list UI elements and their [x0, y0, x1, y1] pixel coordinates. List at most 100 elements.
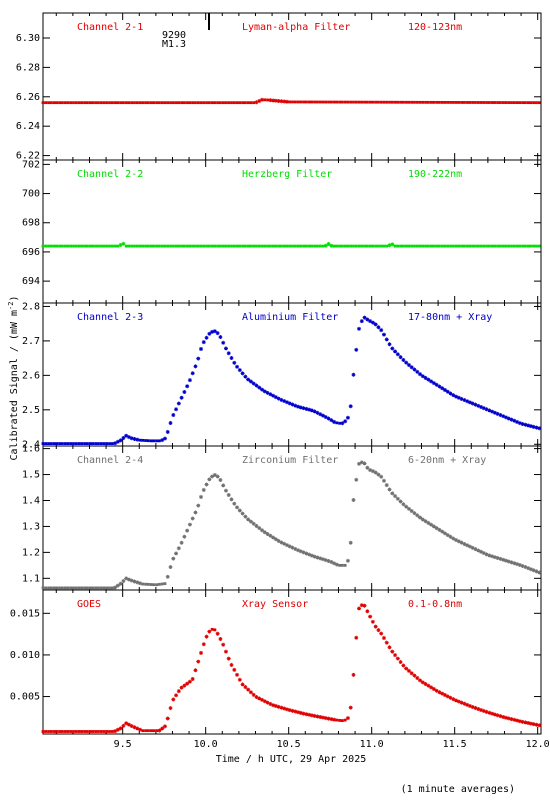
data-point	[169, 244, 172, 248]
data-point	[432, 100, 436, 104]
data-point	[459, 700, 464, 705]
data-point	[97, 442, 100, 445]
data-point	[83, 442, 86, 445]
data-point	[285, 244, 289, 248]
data-point	[257, 99, 262, 104]
data-point	[280, 244, 283, 248]
data-point	[240, 682, 245, 687]
data-point	[357, 100, 361, 104]
data-point	[531, 722, 536, 727]
data-point	[451, 697, 456, 702]
data-point	[179, 685, 184, 690]
data-point	[379, 631, 384, 636]
data-point	[63, 442, 67, 445]
data-point	[537, 570, 542, 575]
data-point	[412, 367, 417, 372]
data-point	[266, 98, 269, 102]
data-point	[357, 461, 362, 466]
data-point	[55, 586, 59, 590]
data-point	[102, 586, 106, 590]
data-point	[155, 244, 159, 248]
data-point	[351, 672, 356, 677]
data-point	[398, 499, 403, 504]
data-point	[393, 653, 398, 658]
data-point	[113, 441, 118, 446]
data-point	[88, 101, 92, 105]
data-point	[207, 629, 212, 634]
data-point	[382, 244, 386, 248]
panel-label-2: Zirconium Filter	[242, 455, 338, 466]
series-points	[41, 603, 542, 734]
data-point	[191, 244, 195, 248]
data-point	[363, 100, 366, 104]
data-point	[282, 99, 287, 104]
data-point	[80, 730, 84, 733]
data-point	[326, 716, 331, 721]
data-point	[52, 730, 56, 733]
panel-4: 1.1 1.2 1.3 1.4 1.5 1.6 Channel 2-4 Zirconium F…	[22, 444, 542, 591]
data-point	[232, 101, 236, 105]
data-point	[492, 410, 497, 415]
data-point	[88, 442, 92, 445]
data-point	[210, 474, 215, 479]
data-point	[429, 379, 434, 384]
data-point	[80, 442, 84, 445]
data-point	[373, 624, 378, 629]
data-point	[116, 101, 120, 105]
data-point	[534, 722, 539, 727]
data-point	[315, 555, 320, 560]
data-point	[479, 404, 484, 409]
data-point	[379, 474, 384, 479]
data-point	[409, 671, 414, 676]
y-axis-label-sup: -2	[7, 302, 15, 310]
data-point	[135, 244, 139, 248]
data-point	[446, 244, 450, 248]
data-point	[479, 244, 483, 248]
data-point	[182, 683, 187, 688]
data-point	[332, 561, 337, 566]
data-point	[462, 541, 467, 546]
data-point	[299, 244, 303, 248]
data-point	[462, 398, 467, 403]
data-point	[227, 244, 231, 248]
y-axis-label-main: Calibrated Signal / (mW m	[9, 310, 20, 461]
data-point	[537, 101, 541, 105]
data-point	[202, 244, 206, 248]
data-point	[503, 715, 508, 720]
data-point	[105, 101, 109, 105]
data-point	[351, 372, 356, 377]
data-point	[387, 487, 392, 492]
data-point	[160, 726, 165, 731]
data-point	[199, 347, 204, 352]
data-point	[132, 725, 137, 730]
data-point	[149, 244, 153, 248]
data-point	[254, 695, 259, 700]
data-point	[232, 360, 237, 365]
data-point	[401, 358, 406, 363]
data-point	[404, 666, 409, 671]
data-point	[445, 694, 450, 699]
data-point	[273, 98, 278, 103]
data-point	[249, 101, 253, 105]
data-point	[155, 729, 159, 733]
data-point	[495, 556, 500, 561]
data-point	[171, 413, 176, 418]
data-point	[335, 100, 339, 104]
data-point	[255, 244, 258, 248]
data-point	[193, 364, 198, 369]
data-point	[237, 508, 242, 513]
data-point	[99, 101, 103, 105]
data-point	[474, 101, 477, 104]
data-point	[291, 244, 294, 248]
y-tick-label: 6.28	[16, 62, 40, 73]
data-point	[108, 244, 111, 248]
data-point	[499, 244, 502, 248]
data-point	[429, 100, 433, 104]
data-point	[501, 101, 505, 104]
data-point	[61, 586, 64, 590]
data-point	[504, 244, 508, 248]
data-point	[312, 409, 317, 414]
data-point	[135, 726, 140, 731]
panel-frame	[42, 159, 542, 304]
